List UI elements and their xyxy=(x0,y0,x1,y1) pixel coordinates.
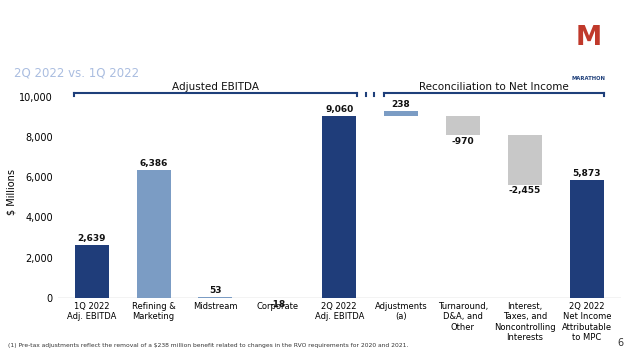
Text: 238: 238 xyxy=(392,101,410,109)
Bar xyxy=(75,245,109,298)
Text: Adjusted EBITDA: Adjusted EBITDA xyxy=(172,82,259,92)
Text: (1) Pre-tax adjustments reflect the removal of a $238 million benefit related to: (1) Pre-tax adjustments reflect the remo… xyxy=(8,343,408,348)
Text: Adjusted EBITDA to Net Income: Adjusted EBITDA to Net Income xyxy=(14,19,347,38)
Circle shape xyxy=(547,5,631,85)
Bar xyxy=(198,297,232,298)
Bar xyxy=(570,180,604,298)
Text: Reconciliation to Net Income: Reconciliation to Net Income xyxy=(419,82,569,92)
Text: 2,639: 2,639 xyxy=(77,234,106,243)
Text: 53: 53 xyxy=(209,286,221,295)
Text: -970: -970 xyxy=(452,137,474,146)
Text: MARATHON: MARATHON xyxy=(572,77,606,81)
Bar xyxy=(136,170,170,298)
Text: -2,455: -2,455 xyxy=(509,187,541,195)
Bar xyxy=(446,116,480,135)
Bar xyxy=(322,116,356,298)
Text: 6: 6 xyxy=(618,338,624,348)
Text: M: M xyxy=(576,25,602,51)
Y-axis label: $ Millions: $ Millions xyxy=(6,170,16,215)
Text: 5,873: 5,873 xyxy=(573,169,601,178)
Text: 6,386: 6,386 xyxy=(140,159,168,168)
Text: 9,060: 9,060 xyxy=(325,105,353,114)
Text: 2Q 2022 vs. 1Q 2022: 2Q 2022 vs. 1Q 2022 xyxy=(14,66,140,79)
Text: -18: -18 xyxy=(269,300,285,309)
Bar xyxy=(384,111,418,116)
Bar xyxy=(508,135,542,185)
